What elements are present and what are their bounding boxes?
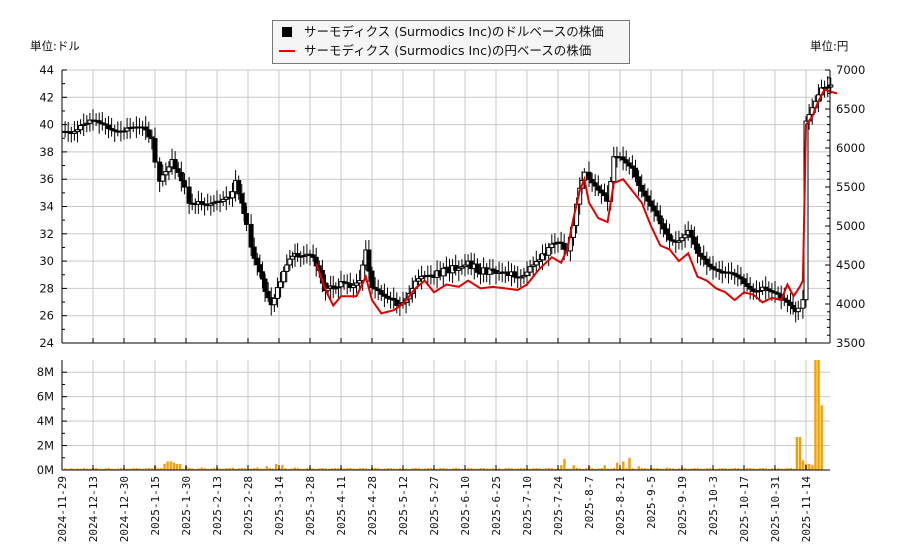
svg-text:2025-4-11: 2025-4-11	[335, 476, 348, 536]
svg-text:3500: 3500	[836, 336, 865, 350]
svg-text:2025-9-19: 2025-9-19	[676, 476, 689, 536]
svg-text:2025-10-31: 2025-10-31	[769, 476, 782, 542]
svg-text:2025-11-14: 2025-11-14	[800, 476, 813, 543]
svg-text:0M: 0M	[37, 463, 54, 477]
volume-bars	[64, 360, 823, 470]
svg-text:44: 44	[39, 63, 54, 77]
legend-item-usd: サーモディクス (Surmodics Inc)のドルベースの株価	[279, 23, 604, 41]
svg-text:42: 42	[39, 90, 54, 104]
svg-text:5500: 5500	[836, 180, 865, 194]
svg-text:6000: 6000	[836, 141, 865, 155]
svg-text:2025-3-28: 2025-3-28	[304, 476, 317, 536]
jpy-price-line	[315, 88, 838, 315]
legend-jpy-label: サーモディクス (Surmodics Inc)の円ベースの株価	[304, 43, 592, 58]
legend-item-jpy: サーモディクス (Surmodics Inc)の円ベースの株価	[279, 42, 591, 60]
svg-text:2025-6-25: 2025-6-25	[490, 476, 503, 536]
svg-text:36: 36	[39, 172, 54, 186]
axis-tick-labels: 24 26 28 30 32 34 36 38 40 42 44 3500 4000 4500 5000 55…	[37, 63, 866, 542]
svg-text:2025-3-14: 2025-3-14	[273, 476, 286, 536]
red-line-icon	[279, 50, 295, 52]
svg-text:5000: 5000	[836, 219, 865, 233]
svg-text:2M: 2M	[37, 439, 54, 453]
svg-text:32: 32	[39, 227, 54, 241]
svg-text:2025-8-7: 2025-8-7	[583, 476, 596, 529]
right-axis-unit-label: 単位:円	[810, 39, 849, 53]
left-axis-unit-label: 単位:ドル	[30, 39, 80, 53]
svg-text:4M: 4M	[37, 414, 54, 428]
svg-text:2025-5-27: 2025-5-27	[428, 476, 441, 536]
svg-text:7000: 7000	[836, 63, 865, 77]
svg-text:2025-5-12: 2025-5-12	[397, 476, 410, 536]
svg-text:2024-11-29: 2024-11-29	[56, 476, 69, 542]
svg-text:2025-7-24: 2025-7-24	[552, 476, 565, 536]
svg-text:6M: 6M	[37, 390, 54, 404]
svg-text:2024-12-30: 2024-12-30	[118, 476, 131, 542]
svg-text:2025-1-15: 2025-1-15	[149, 476, 162, 536]
svg-text:2025-8-21: 2025-8-21	[614, 476, 627, 536]
svg-text:2025-10-17: 2025-10-17	[738, 476, 751, 542]
svg-text:6500: 6500	[836, 102, 865, 116]
svg-text:2025-2-28: 2025-2-28	[242, 476, 255, 536]
price-grid	[62, 69, 830, 343]
svg-text:24: 24	[39, 336, 54, 350]
svg-text:2024-12-13: 2024-12-13	[87, 476, 100, 542]
svg-text:2025-10-3: 2025-10-3	[707, 476, 720, 536]
svg-text:4000: 4000	[836, 297, 865, 311]
volume-grid	[62, 360, 830, 470]
svg-text:2025-6-10: 2025-6-10	[459, 476, 472, 536]
black-square-icon	[282, 27, 292, 37]
chart-axes	[61, 69, 831, 471]
chart-legend: サーモディクス (Surmodics Inc)のドルベースの株価 サーモディクス…	[272, 20, 630, 64]
svg-text:2025-2-13: 2025-2-13	[211, 476, 224, 536]
svg-text:28: 28	[39, 281, 54, 295]
legend-usd-label: サーモディクス (Surmodics Inc)のドルベースの株価	[304, 24, 604, 39]
svg-text:4500: 4500	[836, 258, 865, 272]
svg-text:40: 40	[39, 118, 54, 132]
svg-text:8M: 8M	[37, 365, 54, 379]
svg-text:30: 30	[39, 254, 54, 268]
svg-text:26: 26	[39, 309, 54, 323]
svg-text:34: 34	[39, 200, 54, 214]
svg-text:2025-9-5: 2025-9-5	[645, 476, 658, 529]
svg-text:2025-4-28: 2025-4-28	[366, 476, 379, 536]
svg-text:38: 38	[39, 145, 54, 159]
svg-text:2025-7-10: 2025-7-10	[521, 476, 534, 536]
usd-candlestick-series	[62, 76, 834, 323]
svg-text:2025-1-30: 2025-1-30	[180, 476, 193, 536]
